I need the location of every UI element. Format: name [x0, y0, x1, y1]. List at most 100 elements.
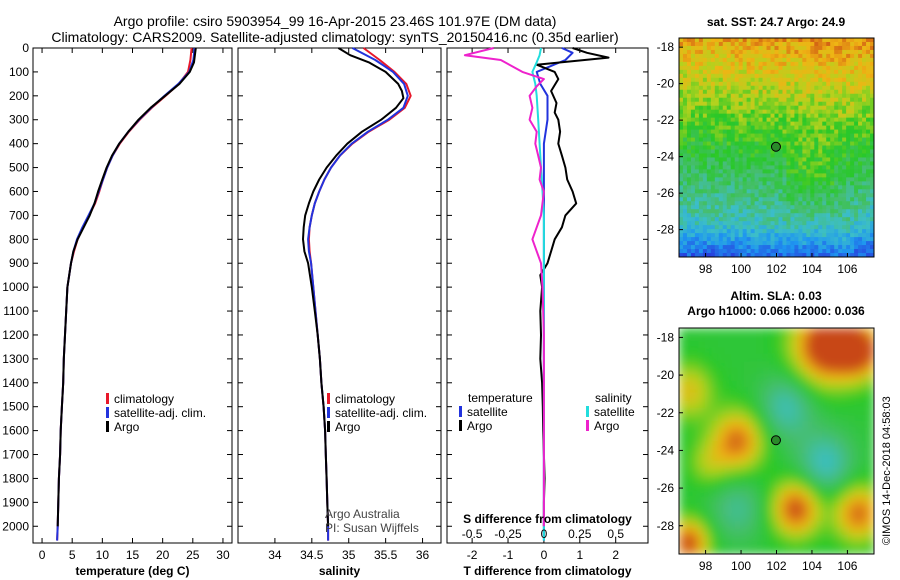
- sst_map-cell: [710, 165, 716, 170]
- sla_map-cell: [750, 540, 758, 548]
- sst_map-cell: [858, 189, 863, 194]
- sst_map-cell: [850, 245, 855, 250]
- sst_map-cell: [754, 133, 760, 139]
- sst_map-cell: [818, 161, 823, 167]
- sla_map-cell: [724, 527, 732, 535]
- sst_map-cell: [802, 149, 807, 155]
- sst_map-cell: [714, 113, 720, 119]
- sla_map-cell: [789, 334, 797, 342]
- sla_map-cell: [718, 381, 726, 389]
- sst_map-cell: [834, 93, 839, 99]
- sla_map-cell: [757, 527, 765, 535]
- sla_map-cell: [770, 480, 778, 489]
- sst_map-cell: [810, 233, 815, 238]
- sla_map-cell: [750, 514, 758, 522]
- sst_map-cell: [690, 73, 696, 79]
- sst_map-cell: [846, 61, 851, 67]
- sst_map-cell: [862, 85, 867, 91]
- sst_map-cell: [770, 181, 776, 186]
- sst_map-cell: [814, 61, 819, 67]
- sla_map-cell: [763, 547, 771, 554]
- sla_map-cell: [763, 527, 771, 535]
- sla_map-cell: [841, 480, 849, 489]
- sla_map-cell: [705, 374, 713, 382]
- sst_map-cell: [866, 141, 871, 147]
- sst_map-cell: [710, 209, 716, 214]
- sst_map-cell: [850, 209, 855, 214]
- sst_map-cell: [706, 221, 712, 226]
- sst_map-cell: [810, 201, 815, 206]
- sla_map-cell: [763, 454, 771, 462]
- sst_map-cell: [702, 97, 708, 103]
- sst_map-cell: [706, 89, 712, 95]
- sst_map-cell: [826, 217, 831, 222]
- sst_map-cell: [802, 65, 807, 71]
- sst_map-cell: [762, 173, 768, 178]
- figure-title-line1: Argo profile: csiro 5903954_99 16-Apr-20…: [114, 13, 557, 29]
- sst_map-cell: [710, 65, 716, 71]
- sst_map-cell: [686, 141, 692, 147]
- sst_map-cell: [690, 233, 696, 238]
- sst_map-cell: [762, 153, 768, 159]
- sst_map-cell: [702, 61, 708, 67]
- sst_map-cell: [818, 65, 823, 71]
- sst_map-cell: [766, 149, 772, 155]
- sst_map-cell: [754, 213, 760, 218]
- sst_map-cell: [842, 101, 847, 107]
- sla_map-cell: [718, 354, 726, 362]
- sla_map-cell: [815, 387, 823, 396]
- sla_map-cell: [841, 374, 849, 382]
- sst_map-cell: [746, 201, 752, 206]
- sst_map-cell: [710, 201, 716, 206]
- sst_map-cell: [702, 197, 708, 202]
- sst_map-cell: [754, 57, 760, 63]
- sst_map-cell: [718, 129, 724, 135]
- sla_map-cell: [698, 401, 706, 409]
- sst_map-cell: [722, 177, 728, 182]
- sst_map-cell: [822, 61, 827, 67]
- sst_map-cell: [814, 245, 819, 250]
- sst_map-cell: [850, 105, 855, 111]
- sst_map-cell: [770, 253, 776, 257]
- sla_map-cell: [744, 474, 752, 482]
- sst_map-cell: [854, 129, 859, 135]
- sla_map-cell: [679, 361, 687, 369]
- sla_map-cell: [861, 547, 869, 554]
- sla_map-cell: [731, 447, 739, 455]
- sst_map-cell: [782, 53, 788, 59]
- sst_map-cell: [790, 85, 796, 91]
- sst_map-cell: [722, 89, 728, 95]
- sst_map-cell: [679, 169, 684, 174]
- sst_map-cell: [690, 149, 696, 155]
- sst_map-cell: [734, 241, 740, 246]
- sst_map-cell: [846, 201, 851, 206]
- sst_map-cell: [714, 229, 720, 234]
- sst_map-cell: [682, 93, 688, 99]
- sst_map-cell: [850, 133, 855, 139]
- temperature-xtick-label: 30: [216, 548, 230, 562]
- sst_map-cell: [846, 241, 851, 246]
- sst_map-cell: [790, 73, 796, 79]
- sst_map-cell: [806, 237, 811, 242]
- sst_map-cell: [734, 213, 740, 218]
- sla_map-cell: [692, 334, 700, 342]
- sla_map-cell: [848, 547, 856, 554]
- sst_map-cell: [702, 201, 708, 206]
- sst_map-cell: [738, 177, 744, 182]
- sla_map-cell: [828, 374, 836, 382]
- sst_map-cell: [858, 177, 863, 182]
- sst_map-cell: [714, 105, 720, 111]
- sst_map-cell: [722, 237, 728, 242]
- sla_map-cell: [685, 414, 693, 422]
- sst_map-cell: [726, 121, 732, 127]
- sst_map-cell: [858, 38, 863, 43]
- sst_map-cell: [690, 53, 696, 59]
- sst_map-cell: [686, 113, 692, 119]
- sst_map-cell: [778, 121, 784, 127]
- sst_map-cell: [854, 93, 859, 99]
- sst_map-cell: [826, 153, 831, 159]
- sst_map-cell: [750, 125, 756, 131]
- sla_map-cell: [731, 421, 739, 429]
- temperature-xtick-label: 15: [126, 548, 140, 562]
- sst_map-cell: [822, 109, 827, 115]
